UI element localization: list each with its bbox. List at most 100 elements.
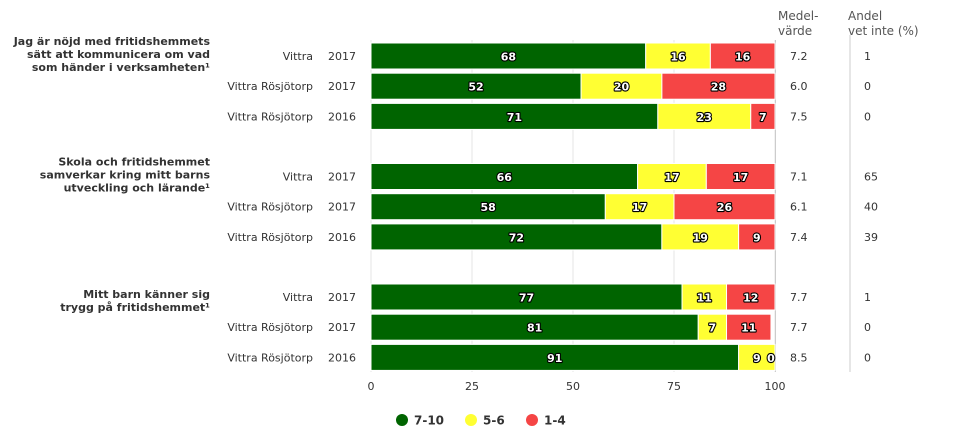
bar-data-label: 58: [481, 201, 496, 214]
bar-segment: [661, 72, 776, 100]
mean-value: 7.2: [790, 50, 808, 63]
row-label: Vittra Rösjötorp: [227, 110, 313, 123]
bar-data-label: 16: [735, 51, 751, 64]
bar-data-label: 28: [711, 81, 726, 94]
bar-data-label: 17: [664, 171, 679, 184]
legend-label: 7-10: [414, 414, 444, 428]
row-label: Vittra: [283, 50, 313, 63]
bar-segment: [697, 313, 728, 341]
row-label: Vittra Rösjötorp: [227, 351, 313, 364]
bar-data-label: 12: [743, 292, 758, 305]
bar-data-label: 11: [697, 292, 712, 305]
row-label: Vittra Rösjötorp: [227, 201, 313, 214]
bar-segment: [370, 313, 699, 341]
bar-data-label: 17: [632, 201, 647, 214]
mean-value: 7.7: [790, 321, 808, 334]
question-text: utveckling och lärande¹: [64, 182, 211, 195]
row-label: Vittra: [283, 171, 313, 184]
question-text: Mitt barn känner sig: [83, 288, 210, 301]
bar-segment: [726, 313, 772, 341]
question-text: Jag är nöjd med fritidshemmets: [13, 35, 211, 48]
bar-segment: [738, 343, 776, 371]
mean-value: 7.4: [790, 231, 808, 244]
question-text: samverkar kring mitt barns: [40, 169, 211, 182]
bar-data-label: 11: [741, 322, 756, 335]
bar-segment: [370, 42, 647, 70]
bar-data-label: 0: [767, 352, 775, 365]
bar-segment: [673, 193, 776, 221]
dontknow-value: 0: [864, 110, 871, 123]
mean-header: Medel-: [778, 9, 818, 23]
row-label: Vittra: [283, 291, 313, 304]
legend-marker: [396, 414, 408, 426]
legend-label: 5-6: [483, 414, 505, 428]
mean-value: 8.5: [790, 351, 808, 364]
bar-segment: [750, 102, 776, 130]
dontknow-value: 0: [864, 80, 871, 93]
bar-data-label: 52: [468, 81, 483, 94]
bar-data-label: 7: [759, 111, 767, 124]
question-text: sätt att kommunicera om vad: [27, 48, 210, 61]
bar-data-label: 23: [697, 111, 712, 124]
bar-data-label: 81: [527, 322, 542, 335]
bar-data-label: 17: [733, 171, 748, 184]
row-year: 2017: [328, 321, 356, 334]
legend-label: 1-4: [544, 414, 566, 428]
bar-segment: [726, 283, 776, 311]
row-year: 2017: [328, 201, 356, 214]
x-tick-label: 0: [368, 380, 375, 393]
bar-segment: [370, 223, 663, 251]
bar-data-label: 72: [509, 231, 524, 244]
dontknow-value: 40: [864, 201, 878, 214]
bar-data-label: 9: [753, 352, 761, 365]
dontknow-value: 0: [864, 351, 871, 364]
legend-marker: [465, 414, 477, 426]
bar-data-label: 68: [501, 51, 516, 64]
dontknow-value: 1: [864, 291, 871, 304]
question-text: trygg på fritidshemmet¹: [60, 301, 210, 314]
row-label: Vittra Rösjötorp: [227, 80, 313, 93]
row-year: 2016: [328, 110, 356, 123]
bar-data-label: 16: [670, 51, 686, 64]
bar-data-label: 9: [753, 231, 761, 244]
x-tick-label: 25: [465, 380, 479, 393]
bar-segment: [645, 42, 711, 70]
bar-data-label: 66: [497, 171, 513, 184]
row-year: 2017: [328, 171, 356, 184]
bar-segment: [370, 193, 606, 221]
bar-segment: [681, 283, 728, 311]
x-tick-label: 100: [765, 380, 786, 393]
x-tick-label: 50: [566, 380, 580, 393]
x-tick-label: 75: [667, 380, 681, 393]
dontknow-header: vet inte (%): [848, 24, 919, 38]
bar-data-label: 20: [614, 81, 630, 94]
bar-segment: [637, 163, 707, 190]
bar-data-label: 77: [519, 292, 534, 305]
row-year: 2017: [328, 291, 356, 304]
row-year: 2016: [328, 231, 356, 244]
bar-segment: [580, 72, 663, 100]
bar-segment: [370, 343, 740, 371]
mean-value: 7.7: [790, 291, 808, 304]
mean-value: 7.1: [790, 171, 808, 184]
bar-segment: [604, 193, 675, 221]
bar-data-label: 26: [717, 201, 733, 214]
bar-segment: [661, 223, 740, 251]
mean-value: 6.1: [790, 201, 808, 214]
dontknow-value: 39: [864, 231, 878, 244]
dontknow-value: 1: [864, 50, 871, 63]
dontknow-header: Andel: [848, 9, 882, 23]
bar-data-label: 71: [507, 111, 522, 124]
row-label: Vittra Rösjötorp: [227, 321, 313, 334]
bar-segment: [370, 72, 582, 100]
mean-value: 6.0: [790, 80, 808, 93]
bar-segment: [705, 163, 776, 190]
question-text: som händer i verksamheten¹: [32, 61, 210, 74]
mean-header: värde: [778, 24, 812, 38]
row-year: 2017: [328, 80, 356, 93]
bar-data-label: 19: [693, 231, 708, 244]
row-year: 2016: [328, 351, 356, 364]
bar-data-label: 7: [709, 322, 717, 335]
row-label: Vittra Rösjötorp: [227, 231, 313, 244]
